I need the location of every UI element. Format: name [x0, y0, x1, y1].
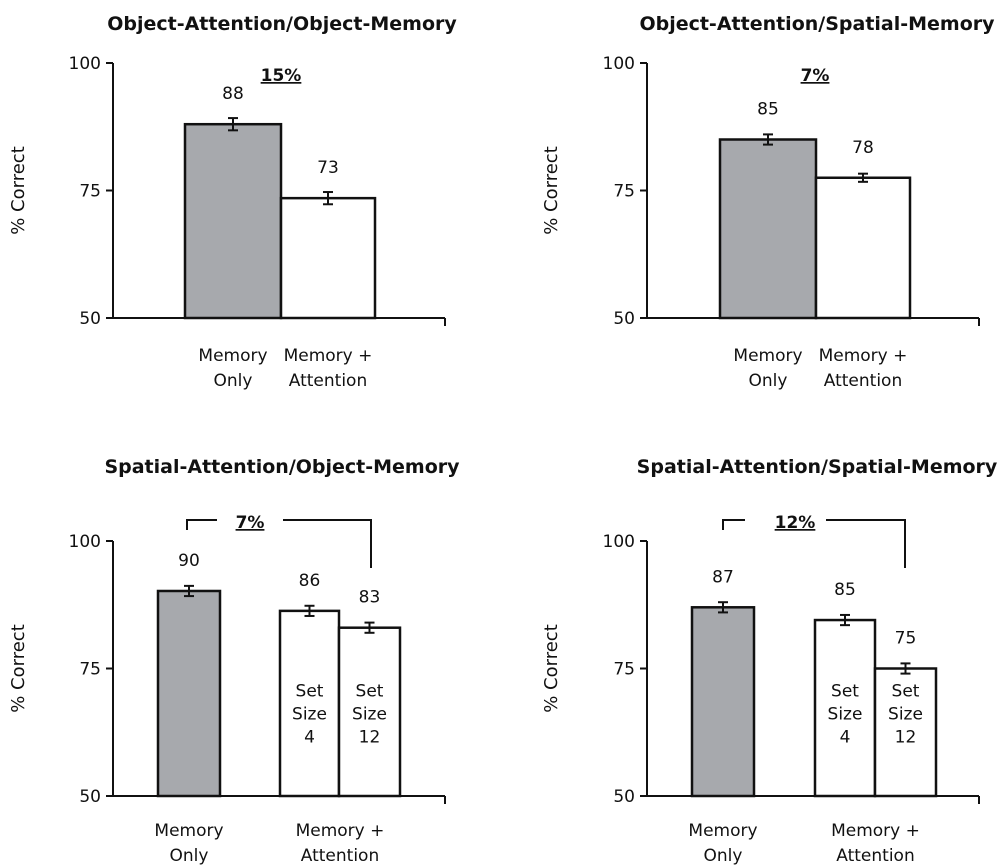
bar-inner-label: 12	[895, 728, 917, 748]
bar-1	[718, 138, 818, 320]
category-label: Attention	[289, 371, 367, 391]
category-label: Memory +	[831, 821, 920, 841]
category-label: Memory	[154, 821, 223, 841]
category-label: Memory	[688, 821, 757, 841]
bar-1	[183, 122, 283, 320]
y-axis-label: % Correct	[8, 146, 29, 235]
y-tick-label: 100	[69, 532, 101, 552]
bar-inner-label: 4	[304, 728, 315, 748]
chart-title: Object-Attention/Spatial-Memory	[639, 13, 995, 35]
bar-inner-label: Size	[828, 705, 863, 725]
category-label: Memory +	[296, 821, 385, 841]
difference-annotation: 12%	[775, 513, 816, 533]
chart-panel-4: Spatial-Attention/Spatial-Memory % Correc…	[541, 456, 998, 866]
bar-2	[814, 176, 912, 320]
difference-annotation: 7%	[236, 513, 265, 533]
category-label: Attention	[836, 846, 914, 866]
bar-value-label: 75	[895, 629, 917, 649]
bar-2	[278, 609, 341, 798]
bar-inner-label: Size	[292, 705, 327, 725]
category-label: Only	[749, 371, 788, 391]
chart-title: Spatial-Attention/Object-Memory	[104, 456, 460, 478]
bar-inner-label: 4	[840, 728, 851, 748]
category-label: Memory	[733, 346, 802, 366]
bar-value-label: 88	[222, 84, 244, 104]
y-tick-label: 50	[79, 309, 101, 329]
bar-2	[279, 196, 377, 320]
chart-title: Object-Attention/Object-Memory	[107, 13, 457, 35]
bar-inner-label: Set	[356, 682, 384, 702]
category-label: Memory +	[284, 346, 373, 366]
category-label: Memory +	[819, 346, 908, 366]
bar-value-label: 83	[359, 588, 381, 608]
bar-inner-label: Set	[831, 682, 859, 702]
bar-inner-label: 12	[359, 728, 381, 748]
bar-value-label: 73	[317, 158, 339, 178]
difference-annotation: 7%	[801, 66, 830, 86]
category-label: Only	[214, 371, 253, 391]
bar-inner-label: Set	[296, 682, 324, 702]
comparison-bracket	[722, 519, 906, 568]
y-axis-label: % Correct	[541, 146, 562, 235]
difference-annotation: 15%	[261, 66, 302, 86]
y-tick-label: 50	[79, 787, 101, 807]
bar-inner-label: Size	[888, 705, 923, 725]
y-tick-label: 75	[613, 182, 635, 202]
y-axis-label: % Correct	[8, 624, 29, 713]
bar-1	[156, 589, 222, 798]
bar-value-label: 85	[757, 100, 779, 120]
bar-value-label: 87	[712, 567, 734, 587]
bar-3	[337, 626, 402, 798]
y-tick-label: 100	[603, 54, 635, 74]
comparison-bracket	[186, 519, 372, 568]
bar-3	[873, 667, 938, 798]
bar-1	[690, 606, 756, 798]
bar-inner-label: Set	[892, 682, 920, 702]
bar-value-label: 85	[834, 580, 856, 600]
category-label: Memory	[198, 346, 267, 366]
category-label: Attention	[824, 371, 902, 391]
y-tick-label: 100	[69, 54, 101, 74]
category-label: Only	[170, 846, 209, 866]
y-tick-label: 75	[79, 182, 101, 202]
y-axis-label: % Correct	[541, 624, 562, 713]
y-tick-label: 50	[613, 309, 635, 329]
y-tick-label: 75	[613, 660, 635, 680]
y-tick-label: 50	[613, 787, 635, 807]
bar-inner-label: Size	[352, 705, 387, 725]
chart-panel-2: Object-Attention/Spatial-Memory % Correct…	[541, 13, 995, 391]
bar-value-label: 86	[299, 571, 321, 591]
bar-value-label: 90	[178, 551, 200, 571]
category-label: Only	[704, 846, 743, 866]
category-label: Attention	[301, 846, 379, 866]
chart-panel-1: Object-Attention/Object-Memory % Correct 5…	[8, 13, 457, 391]
bar-value-label: 78	[852, 138, 874, 158]
y-tick-label: 100	[603, 532, 635, 552]
chart-panel-3: Spatial-Attention/Object-Memory % Correct…	[8, 456, 460, 866]
chart-title: Spatial-Attention/Spatial-Memory	[637, 456, 998, 478]
y-tick-label: 75	[79, 660, 101, 680]
